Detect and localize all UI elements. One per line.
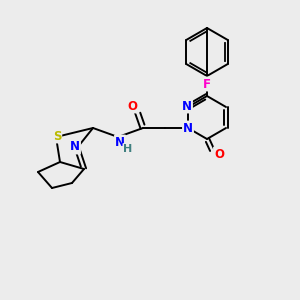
Text: N: N [115,136,125,148]
Text: H: H [123,144,133,154]
Text: N: N [182,100,192,112]
Text: S: S [53,130,61,142]
Text: O: O [214,148,224,160]
Text: N: N [183,122,193,134]
Text: O: O [127,100,137,112]
Text: F: F [203,77,211,91]
Text: N: N [70,140,80,154]
